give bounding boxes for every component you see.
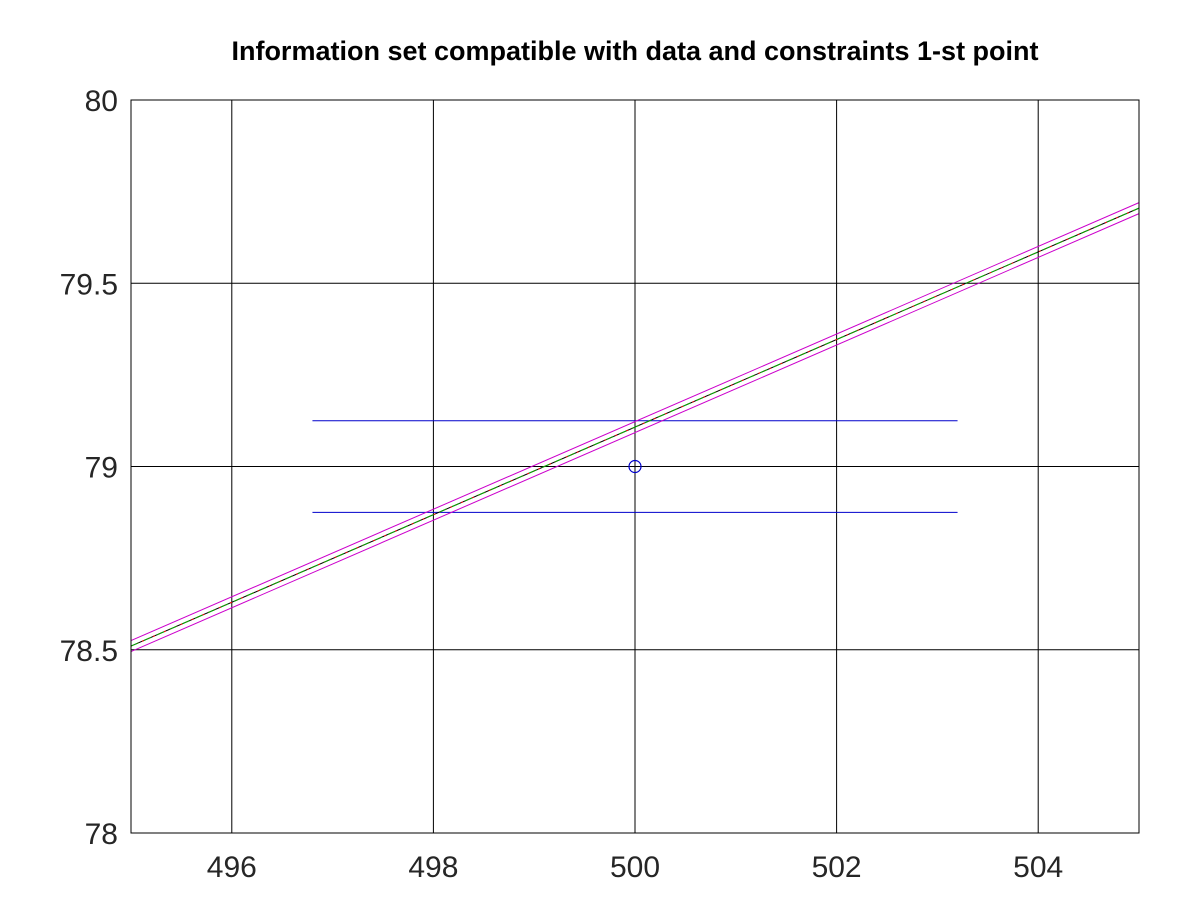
x-tick-label: 496 [207,851,257,884]
x-tick-label: 502 [812,851,862,884]
data-point [628,459,642,474]
series-line-4 [130,202,1140,642]
data-point-layer [628,459,642,474]
x-tick-label: 504 [1013,851,1063,884]
chart-title: Information set compatible with data and… [231,36,1038,66]
y-tick-label: 78.5 [60,635,118,668]
y-tick-label: 80 [85,85,118,118]
series-line-5 [130,213,1140,653]
series-lines [130,202,1140,653]
y-tick-label: 79 [85,452,118,485]
y-axis-ticks: 78 78.5 79 79.5 80 [60,85,118,851]
uncertainty-band [312,420,958,513]
plot-area-frame [130,99,1140,834]
y-tick-label: 79.5 [60,268,118,301]
x-tick-label: 500 [610,851,660,884]
y-tick-label: 78 [85,818,118,851]
x-tick-label: 498 [408,851,458,884]
x-axis-ticks: 496 498 500 502 504 [207,851,1063,884]
series-line-3 [130,207,1140,647]
